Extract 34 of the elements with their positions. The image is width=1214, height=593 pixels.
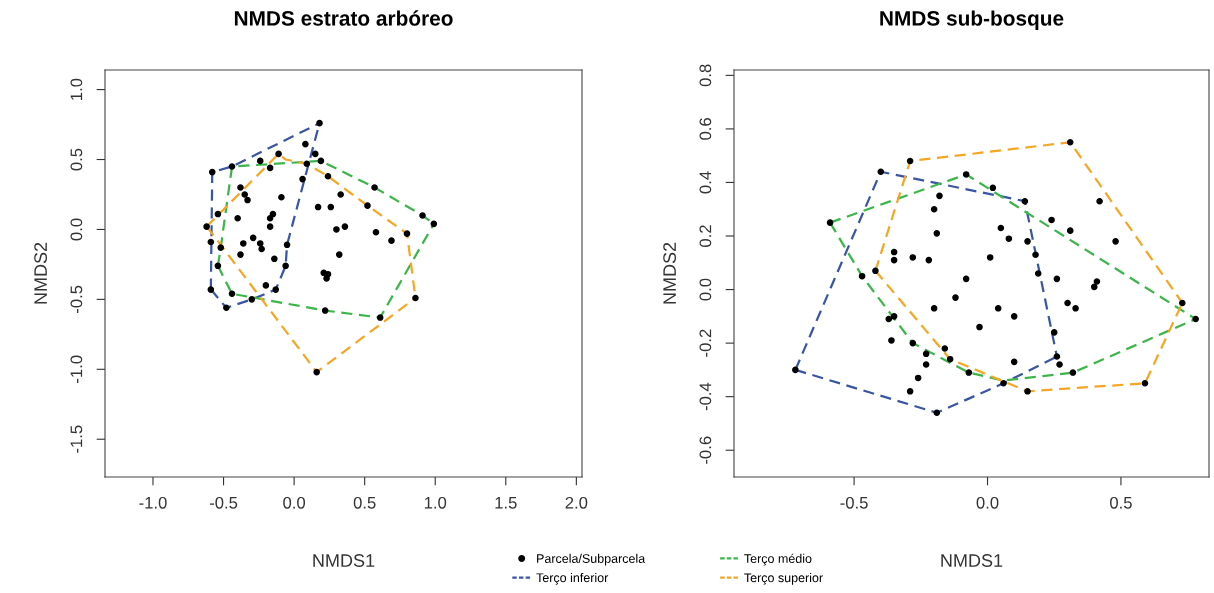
y-tick-label: -0.4 bbox=[699, 382, 712, 411]
y-tick-label: -0.2 bbox=[699, 329, 712, 357]
y-tick-label: 0.2 bbox=[699, 225, 712, 247]
chart-title: NMDS sub-bosque bbox=[880, 10, 1064, 30]
x-tick-label: -0.5 bbox=[209, 496, 238, 509]
x-axis-title: NMDS1 bbox=[313, 554, 375, 567]
chart-title: NMDS estrato arbóreo bbox=[234, 10, 453, 26]
legend-label: Terço superior bbox=[744, 573, 823, 585]
y-tick-label: -0.6 bbox=[699, 436, 712, 464]
y-tick-label: 0.5 bbox=[70, 148, 83, 171]
y-tick-label: 0.0 bbox=[70, 218, 83, 241]
x-tick-label: 2.0 bbox=[565, 496, 588, 509]
x-tick-label: 1.5 bbox=[495, 497, 517, 509]
x-tick-label: 1.0 bbox=[424, 496, 447, 509]
y-axis-title: NMDS2 bbox=[34, 242, 48, 304]
x-axis-title: NMDS1 bbox=[941, 554, 1003, 567]
y-tick-label: 0.6 bbox=[699, 118, 712, 140]
y-axis-title: NMDS2 bbox=[663, 242, 677, 304]
y-tick-label: 0.8 bbox=[699, 64, 712, 87]
x-tick-label: -1.0 bbox=[139, 496, 167, 509]
x-tick-label: 0.5 bbox=[353, 496, 376, 509]
y-tick-label: 1.0 bbox=[70, 78, 83, 100]
legend-label: Terço inferior bbox=[536, 572, 609, 585]
y-tick-label: 0.4 bbox=[699, 171, 712, 194]
legend-label: Parcela/Subparcela bbox=[537, 553, 646, 566]
x-tick-label: 0.5 bbox=[1110, 496, 1132, 509]
y-tick-label: 0.0 bbox=[699, 278, 712, 301]
x-tick-label: 0.0 bbox=[976, 496, 999, 509]
legend-label: Terço médio bbox=[744, 553, 812, 566]
x-tick-label: -0.5 bbox=[840, 496, 868, 509]
y-tick-label: -1.5 bbox=[70, 425, 83, 453]
x-tick-label: 0.0 bbox=[283, 496, 306, 509]
y-tick-label: -1.0 bbox=[70, 355, 83, 383]
y-tick-label: -0.5 bbox=[70, 285, 83, 313]
